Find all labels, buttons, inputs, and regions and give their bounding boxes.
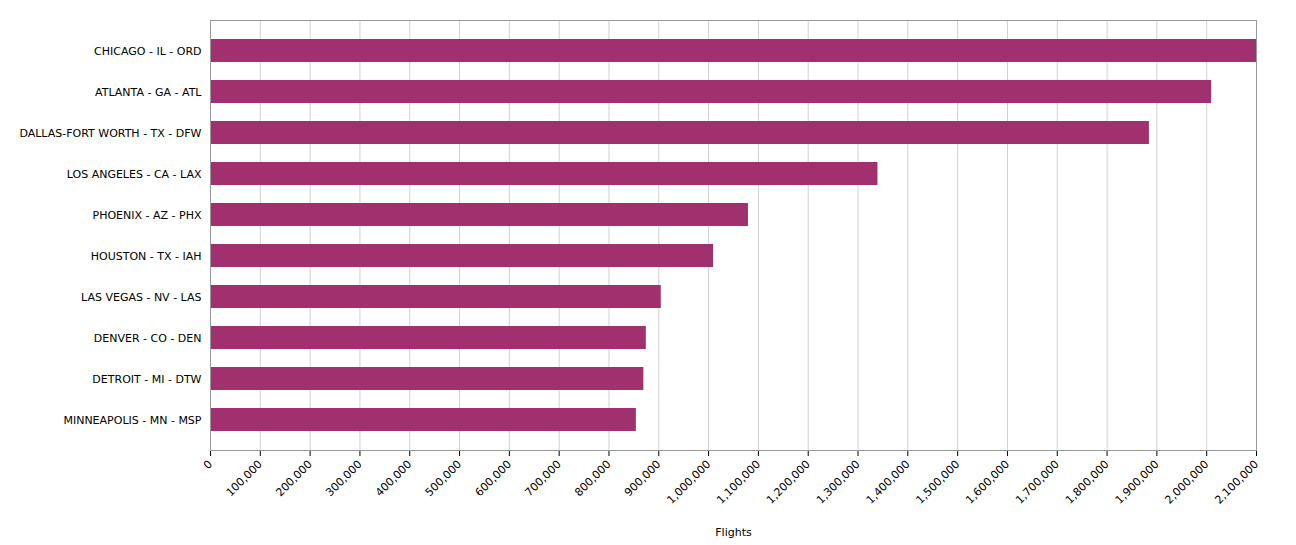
svg-text:PHOENIX - AZ - PHX: PHOENIX - AZ - PHX (93, 209, 202, 222)
svg-text:1,800,000: 1,800,000 (1063, 458, 1112, 507)
svg-text:MINNEAPOLIS - MN - MSP: MINNEAPOLIS - MN - MSP (63, 414, 201, 427)
svg-text:400,000: 400,000 (373, 458, 414, 499)
svg-text:0: 0 (201, 458, 215, 472)
svg-text:LOS ANGELES - CA - LAX: LOS ANGELES - CA - LAX (67, 168, 202, 181)
svg-text:1,900,000: 1,900,000 (1113, 458, 1162, 507)
svg-text:2,000,000: 2,000,000 (1163, 458, 1212, 507)
svg-text:Flights: Flights (715, 526, 752, 539)
svg-text:1,300,000: 1,300,000 (814, 458, 863, 507)
svg-text:1,100,000: 1,100,000 (714, 458, 763, 507)
svg-text:LAS VEGAS - NV - LAS: LAS VEGAS - NV - LAS (81, 291, 201, 304)
svg-text:1,500,000: 1,500,000 (913, 458, 962, 507)
svg-text:1,700,000: 1,700,000 (1013, 458, 1062, 507)
svg-text:DALLAS-FORT WORTH - TX - DFW: DALLAS-FORT WORTH - TX - DFW (19, 127, 201, 140)
svg-text:HOUSTON - TX - IAH: HOUSTON - TX - IAH (91, 250, 202, 263)
svg-text:DENVER - CO - DEN: DENVER - CO - DEN (94, 332, 202, 345)
svg-text:1,600,000: 1,600,000 (963, 458, 1012, 507)
svg-text:200,000: 200,000 (273, 458, 314, 499)
svg-text:600,000: 600,000 (473, 458, 514, 499)
svg-text:300,000: 300,000 (323, 458, 364, 499)
svg-text:ATLANTA - GA - ATL: ATLANTA - GA - ATL (95, 86, 202, 99)
svg-text:900,000: 900,000 (622, 458, 663, 499)
svg-text:800,000: 800,000 (572, 458, 613, 499)
svg-text:1,200,000: 1,200,000 (764, 458, 813, 507)
svg-text:500,000: 500,000 (423, 458, 464, 499)
svg-text:2,100,000: 2,100,000 (1212, 458, 1261, 507)
svg-text:1,000,000: 1,000,000 (664, 458, 713, 507)
svg-text:1,400,000: 1,400,000 (864, 458, 913, 507)
svg-text:CHICAGO - IL - ORD: CHICAGO - IL - ORD (94, 45, 201, 58)
svg-text:DETROIT - MI - DTW: DETROIT - MI - DTW (92, 373, 201, 386)
svg-text:100,000: 100,000 (224, 458, 265, 499)
svg-text:700,000: 700,000 (522, 458, 563, 499)
